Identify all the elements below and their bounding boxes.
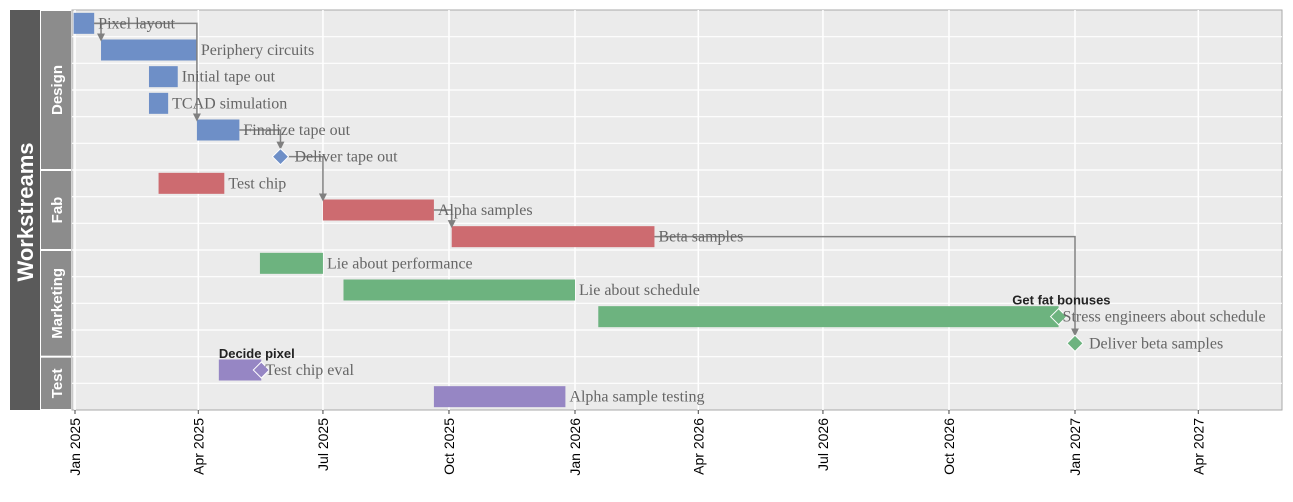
task-bars [73, 12, 1059, 408]
group-strip [41, 171, 71, 249]
task-bar [322, 199, 434, 221]
group-label: Test [49, 368, 66, 398]
x-tick-label: Jul 2026 [815, 418, 831, 471]
task-bar [158, 172, 225, 194]
milestone-diamond [271, 147, 290, 166]
task-label: Stress engineers about schedule [1063, 309, 1266, 326]
task-label: Alpha sample testing [569, 389, 704, 406]
outer-strip [10, 10, 40, 410]
axis-title: Workstreams [13, 143, 38, 282]
milestone-diamond [1066, 334, 1084, 353]
inline-milestone [252, 361, 271, 379]
milestone-annotation: Decide pixel [219, 346, 295, 361]
task-label: Deliver beta samples [1089, 335, 1223, 352]
dependency-arrow [94, 22, 201, 122]
task-bar [451, 226, 655, 248]
group-strip [41, 251, 71, 356]
task-bar [259, 252, 323, 274]
task-label: TCAD simulation [172, 95, 287, 112]
milestone-annotation: Get fat bonuses [1012, 293, 1110, 308]
x-tick-label: Oct 2025 [441, 418, 457, 475]
task-label: Lie about performance [327, 255, 473, 272]
task-bar [196, 119, 240, 141]
task-label: Alpha samples [438, 202, 533, 219]
group-strip [41, 357, 71, 409]
group-label: Marketing [49, 268, 66, 339]
x-tick-label: Jan 2026 [567, 418, 583, 476]
task-label: Initial tape out [182, 69, 276, 86]
x-tick-label: Apr 2025 [190, 418, 206, 475]
task-label: Lie about schedule [579, 282, 700, 299]
dependency-arrow [239, 129, 285, 150]
dependency-arrow [288, 155, 327, 202]
task-label: Test chip eval [265, 362, 354, 379]
task-bar [218, 359, 262, 381]
task-label: Pixel layout [98, 15, 175, 32]
task-bar [101, 39, 197, 61]
task-bar [343, 279, 575, 301]
x-axis-ticks: Jan 2025 Apr 2025 Jul 2025 Oct 2025 Jan 2026… [67, 410, 1206, 476]
dependency-arrow [433, 209, 456, 229]
x-tick-label: Oct 2026 [941, 418, 957, 475]
task-label: Beta samples [658, 229, 743, 246]
milestones [252, 147, 1084, 379]
group-label: Fab [49, 197, 66, 224]
task-bar [148, 92, 169, 114]
task-label: Test chip [228, 175, 286, 192]
x-tick-label: Jan 2027 [1067, 418, 1083, 476]
group-label: Design [49, 65, 66, 115]
task-labels: Pixel layout Periphery circuits Initial ta… [98, 15, 1265, 405]
x-tick-label: Jul 2025 [315, 418, 331, 471]
inline-milestone [1049, 307, 1068, 326]
x-tick-label: Apr 2027 [1190, 418, 1206, 475]
x-tick-label: Jan 2025 [67, 418, 83, 476]
x-tick-label: Apr 2026 [690, 418, 706, 475]
dependency-arrow [654, 235, 1079, 337]
group-strips: Design Fab Marketing Test [41, 11, 71, 409]
task-bar [433, 386, 566, 408]
task-bar [148, 66, 178, 88]
task-bar [598, 306, 1059, 328]
grid-lines [72, 10, 1282, 410]
group-strip [41, 11, 71, 169]
task-label: Finalize tape out [243, 122, 350, 139]
task-label: Periphery circuits [201, 42, 314, 59]
task-label: Deliver tape out [294, 149, 398, 166]
task-bar [73, 12, 95, 34]
dependency-arrows [94, 22, 1079, 337]
